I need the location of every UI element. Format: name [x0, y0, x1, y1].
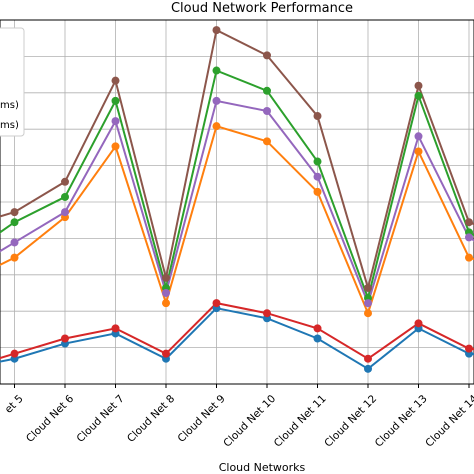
series-5-point [10, 238, 19, 247]
x-tick-label: Cloud Net 14 [423, 393, 474, 450]
series-2-line [0, 124, 474, 317]
series-2-point [364, 309, 372, 318]
series-5-point [263, 107, 271, 115]
series-6-line [0, 28, 474, 292]
series-lines [0, 28, 474, 371]
series-6-point [212, 26, 221, 35]
series-4-point [61, 334, 69, 343]
legend-entry-2-text: ms) [0, 120, 19, 131]
x-axis-label: Cloud Networks [219, 461, 306, 474]
series-6-point [364, 283, 372, 292]
chart-title: Cloud Network Performance [171, 1, 353, 16]
series-2-point [465, 253, 473, 262]
series-3-line [0, 69, 474, 302]
series-6-point [162, 273, 170, 282]
series-3-point [414, 91, 423, 100]
series-6-point [111, 76, 120, 85]
series-6-point [465, 218, 473, 227]
x-tick-label: et 5 [3, 393, 26, 416]
series-4-line [0, 302, 474, 360]
series-2-point [212, 122, 221, 131]
series-3-point [10, 218, 19, 227]
x-tick-label: Cloud Net 9 [176, 393, 228, 445]
series-4-point [313, 324, 322, 333]
legend-entry-1-text: ms) [0, 100, 19, 111]
series-2-point [263, 137, 271, 146]
series-6-point [414, 81, 423, 90]
series-4-point [212, 299, 221, 308]
series-3-point [313, 157, 322, 166]
series-1-point [313, 334, 322, 343]
series-5-point [364, 299, 372, 308]
x-tick-label: Cloud Net 7 [75, 393, 127, 445]
x-tick-label: Cloud Net 13 [373, 393, 430, 450]
series-5-point [313, 172, 322, 181]
x-tick-label: Cloud Net 12 [322, 393, 379, 450]
series-5-point [162, 289, 170, 297]
series-2-point [111, 142, 120, 151]
series-5-point [414, 132, 423, 141]
series-2-point [414, 147, 423, 156]
series-3-point [263, 86, 271, 95]
series-6-point [61, 177, 69, 186]
series-2-point [313, 187, 322, 196]
series-4-point [465, 344, 473, 353]
series-2-point [162, 299, 170, 308]
series-5-point [465, 233, 473, 242]
series-3-point [61, 192, 69, 201]
grid-lines [0, 20, 474, 388]
x-tick-label: Cloud Net 6 [24, 393, 76, 445]
series-1-line [0, 307, 474, 371]
series-5-point [61, 208, 69, 217]
series-3-point [212, 66, 221, 75]
series-3-point [111, 96, 120, 105]
series-4-point [10, 349, 19, 358]
legend-box [0, 27, 25, 137]
series-4-point [414, 319, 423, 328]
series-points [10, 26, 473, 373]
series-5-line [0, 99, 474, 307]
series-4-point [364, 354, 372, 363]
series-4-point [263, 309, 271, 318]
series-4-point [111, 324, 120, 333]
x-tick-label: Cloud Net 10 [221, 393, 278, 450]
series-6-point [10, 208, 19, 217]
legend: ms) ms) [0, 27, 25, 137]
series-6-point [313, 112, 322, 121]
x-tick-label: Cloud Net 11 [272, 393, 329, 450]
series-6-point [263, 51, 271, 60]
series-5-point [111, 117, 120, 126]
series-5-point [212, 96, 221, 105]
x-tick-label: Cloud Net 8 [125, 393, 177, 445]
series-2-point [10, 253, 19, 262]
series-1-point [364, 364, 372, 373]
plot-frame [0, 19, 474, 385]
series-4-point [162, 349, 170, 358]
